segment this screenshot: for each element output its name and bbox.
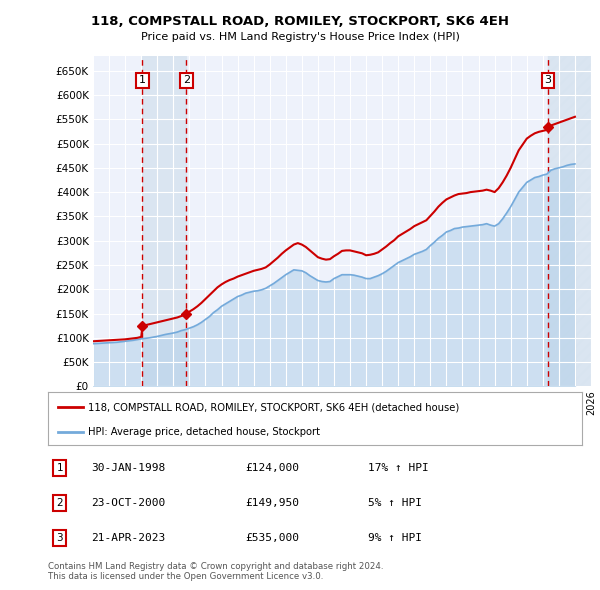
Text: 3: 3 — [56, 533, 63, 543]
Text: 30-JAN-1998: 30-JAN-1998 — [91, 463, 165, 473]
Text: 118, COMPSTALL ROAD, ROMILEY, STOCKPORT, SK6 4EH (detached house): 118, COMPSTALL ROAD, ROMILEY, STOCKPORT,… — [88, 402, 460, 412]
Text: 21-APR-2023: 21-APR-2023 — [91, 533, 165, 543]
Text: 23-OCT-2000: 23-OCT-2000 — [91, 498, 165, 508]
Text: £149,950: £149,950 — [245, 498, 299, 508]
Text: £124,000: £124,000 — [245, 463, 299, 473]
Text: HPI: Average price, detached house, Stockport: HPI: Average price, detached house, Stoc… — [88, 427, 320, 437]
Text: Contains HM Land Registry data © Crown copyright and database right 2024.
This d: Contains HM Land Registry data © Crown c… — [48, 562, 383, 581]
Text: 1: 1 — [56, 463, 63, 473]
Text: £535,000: £535,000 — [245, 533, 299, 543]
Text: 17% ↑ HPI: 17% ↑ HPI — [368, 463, 429, 473]
Text: 3: 3 — [544, 76, 551, 86]
Text: 118, COMPSTALL ROAD, ROMILEY, STOCKPORT, SK6 4EH: 118, COMPSTALL ROAD, ROMILEY, STOCKPORT,… — [91, 15, 509, 28]
Text: 5% ↑ HPI: 5% ↑ HPI — [368, 498, 422, 508]
Text: Price paid vs. HM Land Registry's House Price Index (HPI): Price paid vs. HM Land Registry's House … — [140, 32, 460, 42]
Text: 9% ↑ HPI: 9% ↑ HPI — [368, 533, 422, 543]
Bar — [548, 56, 600, 386]
Text: 1: 1 — [139, 76, 146, 86]
Text: 2: 2 — [183, 76, 190, 86]
Text: 2: 2 — [56, 498, 63, 508]
Bar — [142, 56, 187, 386]
